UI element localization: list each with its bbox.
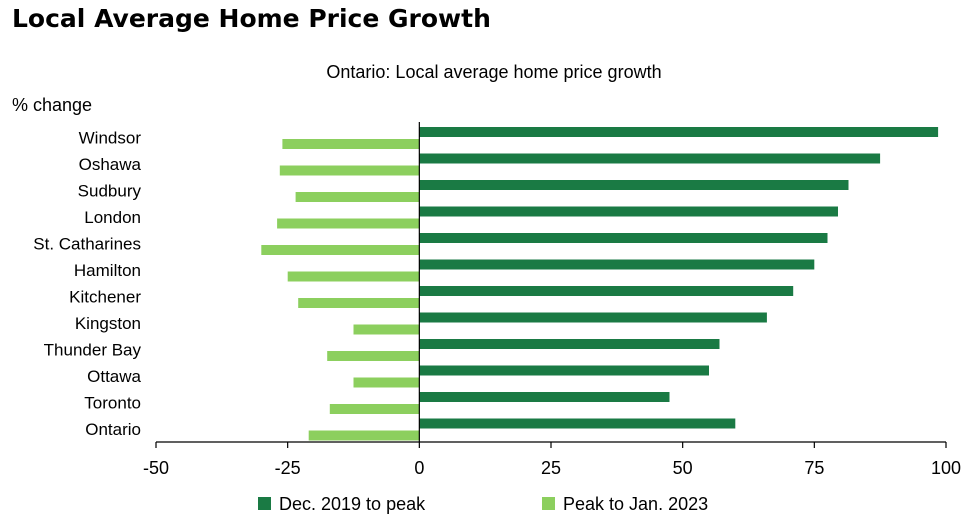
- legend-swatch-peak-to-jan2023: [542, 497, 555, 510]
- bar-dec2019-to-peak: [419, 233, 828, 243]
- category-label: Toronto: [84, 393, 141, 412]
- x-tick-label: -25: [275, 458, 301, 478]
- bar-peak-to-jan2023: [298, 298, 420, 308]
- category-label: Thunder Bay: [44, 340, 142, 359]
- bar-peak-to-jan2023: [277, 218, 420, 229]
- category-label: Ottawa: [87, 367, 141, 386]
- category-label: Hamilton: [74, 261, 141, 280]
- bar-dec2019-to-peak: [419, 365, 709, 376]
- chart-title: Ontario: Local average home price growth: [326, 62, 661, 82]
- y-axis-label: % change: [12, 95, 92, 115]
- bar-peak-to-jan2023: [261, 245, 420, 255]
- bar-peak-to-jan2023: [329, 404, 420, 414]
- category-label: Sudbury: [78, 181, 142, 200]
- bar-dec2019-to-peak: [419, 180, 849, 190]
- x-tick-label: 100: [931, 458, 961, 478]
- page-title: Local Average Home Price Growth: [12, 4, 491, 33]
- category-label: Oshawa: [79, 155, 142, 174]
- bar-peak-to-jan2023: [353, 324, 420, 335]
- legend-swatch-dec2019-to-peak: [258, 497, 271, 510]
- bar-dec2019-to-peak: [419, 312, 767, 323]
- bar-dec2019-to-peak: [419, 286, 794, 296]
- bar-dec2019-to-peak: [419, 153, 881, 164]
- bar-dec2019-to-peak: [419, 206, 838, 217]
- bar-dec2019-to-peak: [419, 339, 720, 349]
- bar-peak-to-jan2023: [308, 430, 420, 441]
- bar-dec2019-to-peak: [419, 127, 939, 137]
- bar-peak-to-jan2023: [279, 165, 420, 176]
- bar-dec2019-to-peak: [419, 392, 670, 402]
- x-tick-label: 75: [804, 458, 824, 478]
- category-label: Kitchener: [69, 287, 141, 306]
- bar-peak-to-jan2023: [282, 139, 420, 149]
- x-tick-label: -50: [143, 458, 169, 478]
- category-label: Windsor: [79, 128, 142, 147]
- bar-peak-to-jan2023: [327, 351, 420, 361]
- x-tick-label: 0: [414, 458, 424, 478]
- category-label: St. Catharines: [33, 234, 141, 253]
- bar-dec2019-to-peak: [419, 418, 736, 429]
- bar-peak-to-jan2023: [287, 271, 420, 282]
- x-tick-label: 25: [541, 458, 561, 478]
- bar-peak-to-jan2023: [353, 377, 420, 388]
- category-label: Kingston: [75, 314, 141, 333]
- legend-label: Dec. 2019 to peak: [279, 494, 426, 514]
- bar-peak-to-jan2023: [295, 192, 420, 202]
- x-tick-label: 50: [673, 458, 693, 478]
- legend-label: Peak to Jan. 2023: [563, 494, 708, 514]
- category-label: London: [84, 208, 141, 227]
- category-label: Ontario: [85, 420, 141, 439]
- bar-dec2019-to-peak: [419, 259, 815, 270]
